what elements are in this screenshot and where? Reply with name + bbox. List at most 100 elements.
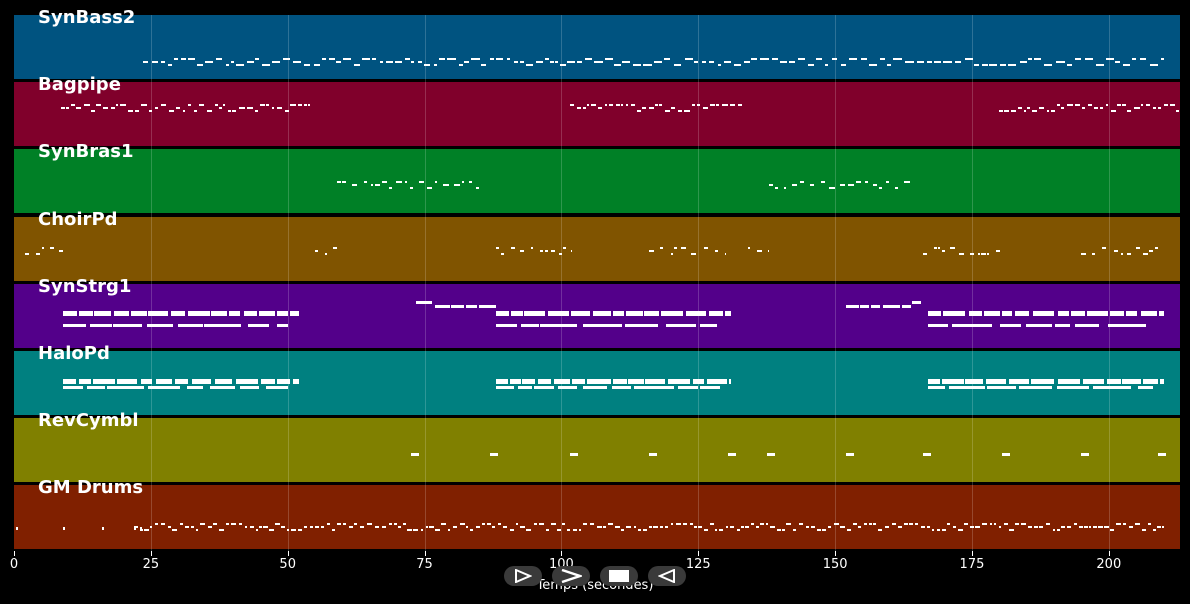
note [249,526,254,529]
note [394,523,397,526]
note [495,246,499,249]
back-button[interactable] [648,566,686,586]
note [622,61,631,63]
note [352,184,358,187]
note [443,184,450,187]
note [520,526,525,529]
note [664,110,670,113]
note [682,523,688,526]
note [829,187,835,190]
note [1002,453,1011,457]
stop-button[interactable] [600,566,638,586]
note [878,529,882,532]
note [741,526,744,529]
note [685,310,706,316]
note [535,61,544,63]
note [480,64,487,66]
note [560,64,566,66]
note [597,526,602,529]
note [1000,64,1006,66]
note [15,527,18,531]
note [290,104,296,107]
note [260,379,276,384]
note [258,310,275,316]
note [891,523,897,526]
note [964,58,973,60]
note [922,252,928,255]
note [155,107,159,110]
note [277,379,291,384]
note [479,304,496,308]
note [503,526,508,529]
note [820,181,825,184]
note [336,61,341,63]
x-axis-label: Temps (secondes) [536,578,654,593]
note [1034,526,1038,529]
note [1135,523,1140,526]
note [407,529,412,532]
note [1123,64,1130,66]
note [1009,529,1014,532]
note [1141,529,1146,532]
note [781,529,786,532]
note [985,379,1006,384]
note [1081,453,1090,457]
note [370,184,373,187]
note [281,526,286,529]
note [884,526,889,529]
note [625,323,659,327]
note [427,187,433,190]
note [454,184,460,187]
note [999,110,1003,113]
note [715,529,718,532]
note [452,526,458,529]
x-tick-label: 175 [959,557,985,572]
note [438,58,445,60]
note [1073,523,1077,526]
note [1050,110,1056,113]
note [607,523,613,526]
note [869,523,872,526]
note [1010,110,1016,113]
note [759,58,769,60]
note [729,379,732,384]
note [510,246,515,249]
note [895,187,899,190]
note [521,379,536,384]
note [1075,323,1100,327]
note [1100,107,1103,110]
note [700,386,721,389]
play-button[interactable] [504,566,542,586]
note [693,379,704,384]
note [1106,379,1121,384]
track-label: SynStrg1 [38,275,132,297]
note [359,526,365,529]
note [759,523,764,526]
note [856,181,862,184]
note [75,107,81,110]
note [470,529,474,532]
note [211,310,227,316]
note [724,252,726,255]
note [188,310,211,316]
note [196,64,204,66]
note [89,323,113,327]
note [620,104,624,107]
note [694,526,698,529]
note [59,249,63,252]
track-label: Bagpipe [38,74,121,96]
note [148,110,153,113]
note [231,523,237,526]
note [927,526,931,529]
track-lane [14,418,1180,483]
note [497,523,501,526]
note [475,526,481,529]
note [276,323,288,327]
note [597,107,603,110]
note [586,104,589,107]
forward-button[interactable] [552,566,590,586]
x-tick [971,551,973,556]
note [882,304,901,308]
note [395,181,402,184]
note [187,386,204,389]
